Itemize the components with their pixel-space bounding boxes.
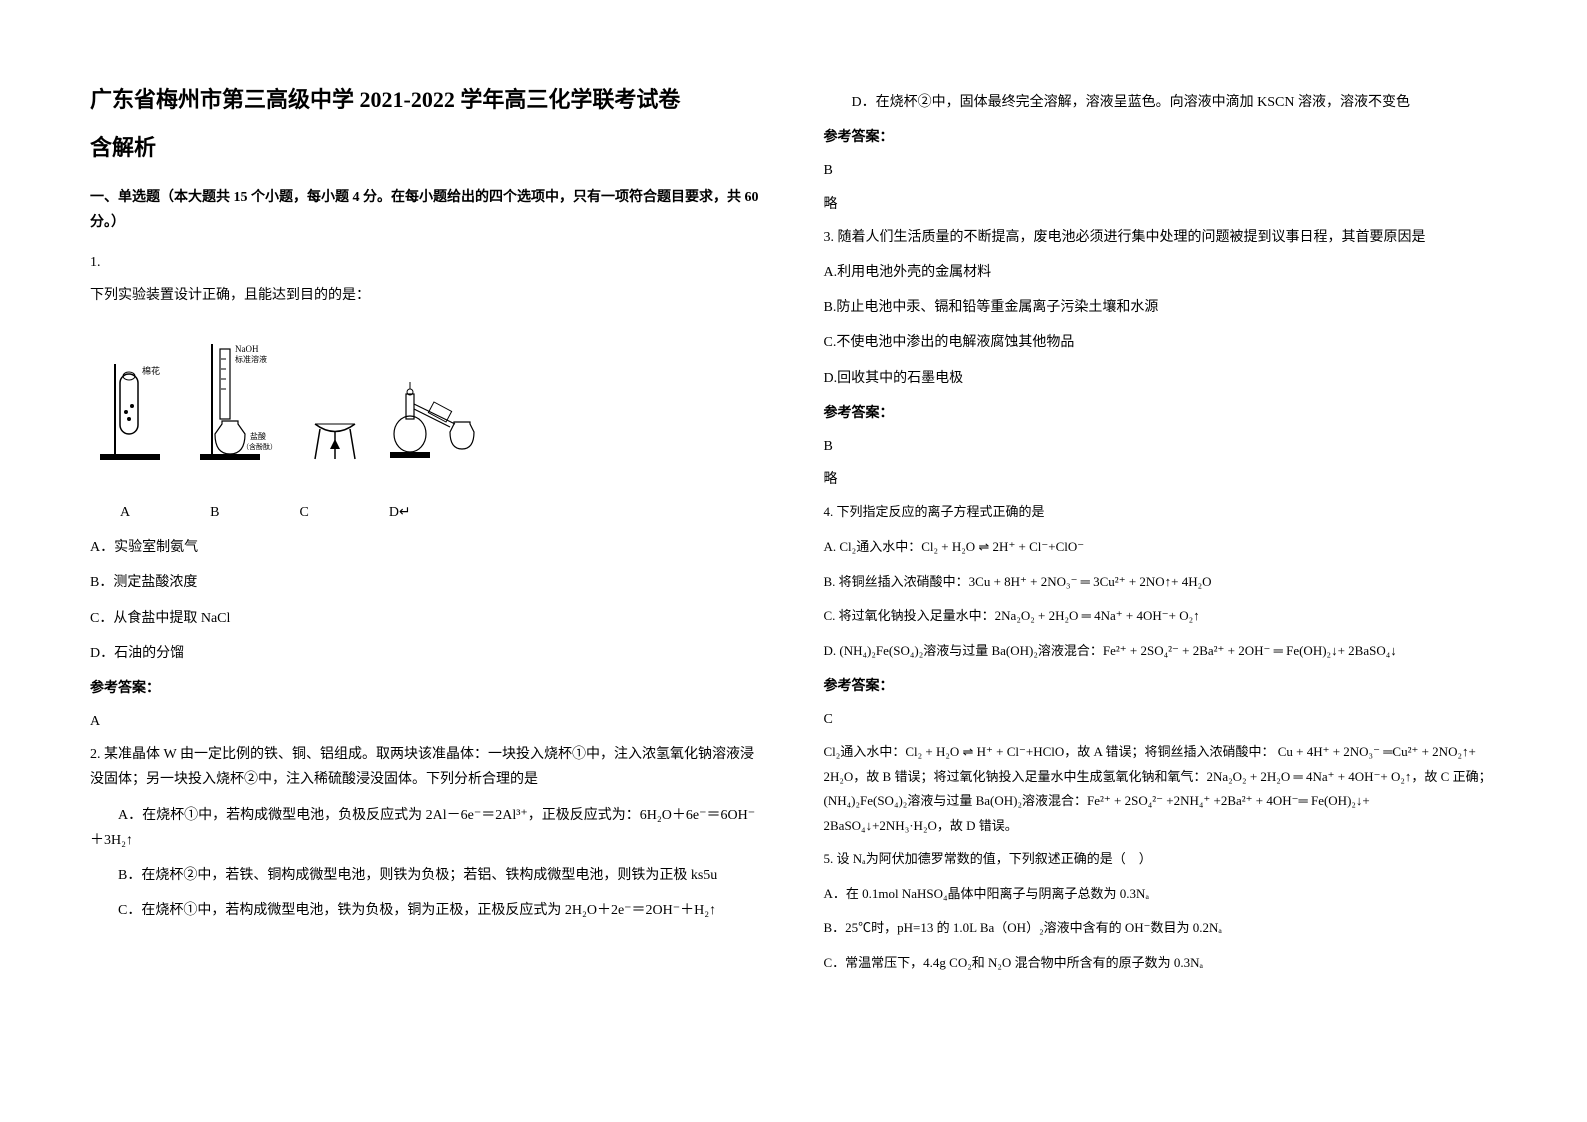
q4-option-b: B. 将铜丝插入浓硝酸中：3Cu + 8H⁺ + 2NO₃⁻ ═ 3Cu²⁺ +… bbox=[824, 570, 1498, 595]
q4-explanation: Cl₂通入水中：Cl₂ + H₂O ⇌ H⁺ + Cl⁻+HClO，故 A 错误… bbox=[824, 740, 1498, 839]
q5-option-a: A．在 0.1mol NaHSO₄晶体中阳离子与阴离子总数为 0.3Nₐ bbox=[824, 882, 1498, 907]
q1-diagram: 棉花 NaOH 标准溶液 盐酸 （含酚酞） bbox=[90, 324, 490, 484]
q1-option-c: C．从食盐中提取 NaCl bbox=[90, 606, 764, 631]
q2-option-b: B．在烧杯②中，若铁、铜构成微型电池，则铁为负极；若铝、铁构成微型电池，则铁为正… bbox=[90, 863, 764, 888]
apparatus-d-icon bbox=[390, 382, 474, 458]
q2-option-c: C．在烧杯①中，若构成微型电池，铁为负极，铜为正极，正极反应式为 2H₂O＋2e… bbox=[90, 898, 764, 923]
document-subtitle: 含解析 bbox=[90, 128, 764, 168]
q3-note: 略 bbox=[824, 467, 1498, 492]
q1-option-b: B．测定盐酸浓度 bbox=[90, 570, 764, 595]
q2-option-d: D．在烧杯②中，固体最终完全溶解，溶液呈蓝色。向溶液中滴加 KSCN 溶液，溶液… bbox=[824, 90, 1498, 115]
q4-option-a: A. Cl₂通入水中：Cl₂ + H₂O ⇌ 2H⁺ + Cl⁻+ClO⁻ bbox=[824, 535, 1498, 560]
q4-answer-label: 参考答案： bbox=[824, 674, 1498, 699]
diagram-label-a: A bbox=[120, 500, 130, 525]
diagram-label-d: D↵ bbox=[389, 500, 411, 525]
q4-option-c: C. 将过氧化钠投入足量水中：2Na₂O₂ + 2H₂O ═ 4Na⁺ + 4O… bbox=[824, 604, 1498, 629]
q3-option-b: B.防止电池中汞、镉和铅等重金属离子污染土壤和水源 bbox=[824, 295, 1498, 320]
document-title: 广东省梅州市第三高级中学 2021-2022 学年高三化学联考试卷 bbox=[90, 80, 764, 120]
q4-text: 4. 下列指定反应的离子方程式正确的是 bbox=[824, 500, 1498, 525]
q2-answer: B bbox=[824, 158, 1498, 183]
q1-answer: A bbox=[90, 709, 764, 734]
q4-option-d: D. (NH₄)₂Fe(SO₄)₂溶液与过量 Ba(OH)₂溶液混合：Fe²⁺ … bbox=[824, 639, 1498, 664]
diagram-label-c: C bbox=[299, 500, 308, 525]
q1-option-a: A．实验室制氨气 bbox=[90, 535, 764, 560]
q1-diagram-labels: A B C D↵ bbox=[120, 500, 764, 525]
q2-note: 略 bbox=[824, 192, 1498, 217]
q2-option-a: A．在烧杯①中，若构成微型电池，负极反应式为 2Al－6e⁻＝2Al³⁺，正极反… bbox=[90, 803, 764, 853]
q5-option-c: C．常温常压下，4.4g CO₂和 N₂O 混合物中所含有的原子数为 0.3Nₐ bbox=[824, 951, 1498, 976]
q3-option-c: C.不使电池中渗出的电解液腐蚀其他物品 bbox=[824, 330, 1498, 355]
q2-answer-label: 参考答案： bbox=[824, 125, 1498, 150]
q3-option-a: A.利用电池外壳的金属材料 bbox=[824, 260, 1498, 285]
right-column: D．在烧杯②中，固体最终完全溶解，溶液呈蓝色。向溶液中滴加 KSCN 溶液，溶液… bbox=[824, 80, 1498, 1042]
q3-text: 3. 随着人们生活质量的不断提高，废电池必须进行集中处理的问题被提到议事日程，其… bbox=[824, 225, 1498, 250]
q5-text: 5. 设 Nₐ为阿伏加德罗常数的值，下列叙述正确的是（ ） bbox=[824, 847, 1498, 872]
q3-option-d: D.回收其中的石墨电极 bbox=[824, 366, 1498, 391]
apparatus-b-icon: NaOH 标准溶液 盐酸 （含酚酞） bbox=[200, 344, 277, 460]
apparatus-b-indicator-label: （含酚酞） bbox=[242, 442, 277, 451]
section-heading: 一、单选题（本大题共 15 个小题，每小题 4 分。在每小题给出的四个选项中，只… bbox=[90, 185, 764, 235]
apparatus-a-cotton-label: 棉花 bbox=[142, 365, 160, 376]
q1-option-d: D．石油的分馏 bbox=[90, 641, 764, 666]
q1-answer-label: 参考答案： bbox=[90, 676, 764, 701]
q2-text: 2. 某准晶体 W 由一定比例的铁、铜、铝组成。取两块该准晶体：一块投入烧杯①中… bbox=[90, 742, 764, 792]
q5-option-b: B．25℃时，pH=13 的 1.0L Ba（OH）₂溶液中含有的 OH⁻数目为… bbox=[824, 916, 1498, 941]
apparatus-b-naoh-label: NaOH bbox=[235, 344, 259, 354]
q3-answer-label: 参考答案： bbox=[824, 401, 1498, 426]
q3-answer: B bbox=[824, 434, 1498, 459]
apparatus-a-icon: 棉花 bbox=[100, 364, 160, 460]
apparatus-c-icon bbox=[315, 424, 355, 459]
q4-answer: C bbox=[824, 707, 1498, 732]
apparatus-b-naoh-sub: 标准溶液 bbox=[235, 354, 267, 364]
q1-text: 下列实验装置设计正确，且能达到目的的是： bbox=[90, 283, 764, 308]
q1-number: 1. bbox=[90, 250, 764, 275]
apparatus-b-hcl-label: 盐酸 bbox=[250, 431, 266, 441]
left-column: 广东省梅州市第三高级中学 2021-2022 学年高三化学联考试卷 含解析 一、… bbox=[90, 80, 764, 1042]
diagram-label-b: B bbox=[210, 500, 219, 525]
